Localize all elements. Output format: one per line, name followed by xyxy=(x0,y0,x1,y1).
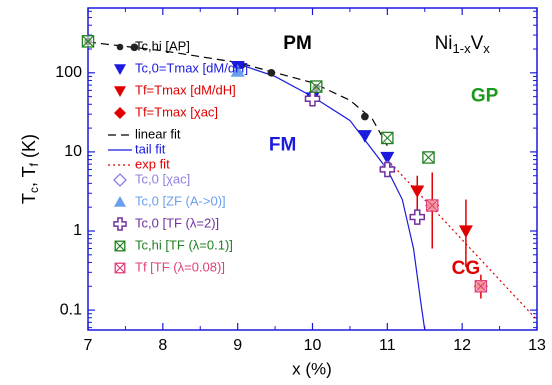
marker-shape xyxy=(458,225,473,238)
marker-shape xyxy=(409,209,426,225)
marker xyxy=(267,68,276,77)
y-axis-label-part: (K) xyxy=(19,134,39,163)
y-axis-label-part: , T xyxy=(19,166,39,187)
legend-marker xyxy=(114,196,126,207)
marker-shape xyxy=(422,151,435,164)
legend-label: Tf=Tmax [χac] xyxy=(135,104,218,119)
marker xyxy=(81,35,95,48)
x-axis-label: x (%) xyxy=(292,359,332,378)
marker-shape xyxy=(114,196,126,207)
x-tick-label: 13 xyxy=(528,337,546,354)
legend-label: Tf=Tmax [dM/dH] xyxy=(135,82,236,97)
marker-shape xyxy=(116,43,124,51)
legend-marker xyxy=(114,86,126,97)
x-tick-label: 11 xyxy=(379,337,396,354)
legend-marker xyxy=(116,43,124,51)
legend-label: linear fit xyxy=(135,126,181,141)
compound-part: V xyxy=(471,33,484,54)
marker-shape xyxy=(304,91,321,107)
compound-label: Ni1-xVx xyxy=(435,33,491,56)
legend-label: exp fit xyxy=(135,156,170,171)
marker xyxy=(304,91,321,107)
marker xyxy=(357,130,372,143)
x-tick-label: 7 xyxy=(84,337,93,354)
marker-shape xyxy=(230,64,245,77)
y-axis-label-part: T xyxy=(19,193,39,204)
marker-shape xyxy=(113,173,127,187)
region-label: CG xyxy=(452,258,481,279)
legend-label: Tc,hi [AP] xyxy=(135,38,190,53)
y-axis-label-part: c xyxy=(27,187,41,193)
legend-label: tail fit xyxy=(135,141,166,156)
legend-marker xyxy=(114,262,126,274)
legend-marker xyxy=(114,107,126,119)
region-label: GP xyxy=(471,86,499,107)
marker-shape xyxy=(357,130,372,143)
fit-line xyxy=(237,63,426,331)
legend-marker xyxy=(114,64,126,75)
fit-line xyxy=(386,159,538,321)
marker xyxy=(380,151,395,165)
y-axis-label: Tc, Tf (K) xyxy=(19,134,41,204)
legend-label: Tc,0=Tmax [dM/dH] xyxy=(135,60,248,75)
fit-line xyxy=(87,41,388,146)
legend-label: Tc,0 [χac] xyxy=(135,171,190,186)
compound-part: 1-x xyxy=(453,42,472,57)
region-label: FM xyxy=(269,135,296,156)
marker xyxy=(230,64,245,77)
x-tick-label: 9 xyxy=(233,337,242,354)
marker-shape xyxy=(267,68,276,77)
marker-shape xyxy=(426,199,439,212)
marker-shape xyxy=(114,86,126,97)
marker-shape xyxy=(474,280,487,293)
marker-shape xyxy=(114,240,126,252)
marker-shape xyxy=(410,185,425,199)
marker xyxy=(309,80,323,93)
marker xyxy=(422,151,435,164)
region-label: PM xyxy=(283,33,312,54)
marker-shape xyxy=(361,112,369,121)
marker-shape xyxy=(379,161,396,178)
marker-shape xyxy=(113,217,127,231)
y-tick-label: 1 xyxy=(73,222,82,239)
compound-part: Ni xyxy=(435,33,453,54)
y-tick-label: 10 xyxy=(64,143,82,160)
marker xyxy=(409,209,426,225)
x-tick-label: 10 xyxy=(304,337,322,354)
legend-marker xyxy=(113,173,127,187)
marker-shape xyxy=(114,107,126,119)
marker xyxy=(474,280,488,293)
marker xyxy=(425,199,439,212)
marker-shape xyxy=(381,131,394,144)
marker xyxy=(130,43,139,52)
legend-marker xyxy=(113,217,127,231)
x-tick-label: 8 xyxy=(158,337,167,354)
legend-label: Tc,0 [TF (λ=2)] xyxy=(135,215,219,230)
y-axis-label-part: f xyxy=(27,162,41,166)
marker-shape xyxy=(380,151,395,165)
marker-shape xyxy=(114,262,126,274)
marker xyxy=(381,131,394,145)
marker xyxy=(361,112,369,121)
legend-label: Tf [TF (λ=0.08)] xyxy=(135,259,225,274)
legend-marker xyxy=(114,240,126,252)
x-tick-label: 12 xyxy=(453,337,471,354)
marker xyxy=(458,225,473,238)
legend-label: Tc,hi [TF (λ=0.1)] xyxy=(135,237,233,252)
marker-shape xyxy=(310,80,323,93)
marker-shape xyxy=(82,35,94,48)
marker-shape xyxy=(130,43,139,52)
marker xyxy=(410,185,425,199)
compound-part: x xyxy=(483,42,490,57)
marker-shape xyxy=(114,64,126,75)
marker xyxy=(379,161,396,178)
y-tick-label: 100 xyxy=(55,64,82,81)
y-tick-label: 0.1 xyxy=(60,301,82,318)
legend-label: Tc,0 [ZF (A->0)] xyxy=(135,193,226,208)
